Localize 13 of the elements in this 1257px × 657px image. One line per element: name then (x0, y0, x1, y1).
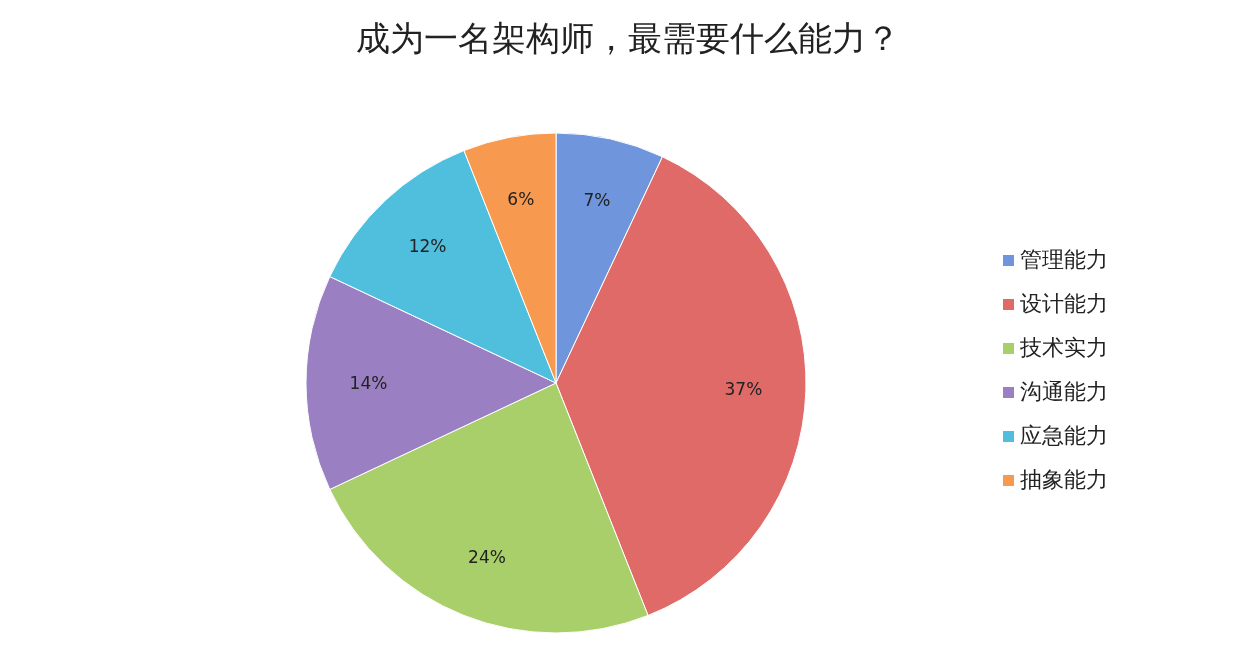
data-label: 12% (408, 236, 447, 257)
data-label: 7% (583, 190, 611, 211)
data-label: 37% (724, 378, 763, 399)
data-label: 14% (349, 373, 388, 393)
legend-label: 沟通能力 (1020, 378, 1108, 406)
legend-label: 管理能力 (1020, 246, 1108, 274)
legend-label: 设计能力 (1020, 290, 1108, 318)
legend-label: 应急能力 (1020, 422, 1108, 450)
data-label: 24% (468, 547, 506, 568)
legend-label: 技术实力 (1020, 334, 1108, 362)
legend-label: 抽象能力 (1020, 466, 1108, 494)
chart-title: 成为一名架构师，最需要什么能力？ (355, 17, 901, 60)
data-label: 6% (507, 188, 535, 209)
